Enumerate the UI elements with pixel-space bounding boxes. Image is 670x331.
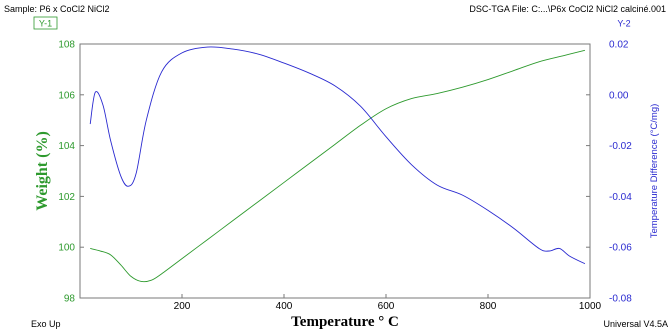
x-tick-label: 200 — [174, 301, 191, 312]
left-axis-label: Weight (%) — [34, 131, 51, 211]
x-tick-label: 800 — [480, 301, 497, 312]
temperature-difference-curve — [89, 46, 586, 265]
left-tick-label: 106 — [58, 90, 75, 101]
right-tick-label: 0.02 — [609, 40, 629, 51]
left-tick-label: 98 — [64, 294, 76, 305]
right-axis-label: Temperature Difference (°C/mg) — [649, 104, 660, 239]
series-group — [89, 46, 586, 283]
left-tick-label: 108 — [58, 40, 75, 51]
software-label: Universal V4.5A — [603, 319, 668, 329]
left-tick-label: 102 — [58, 192, 75, 203]
left-tick-label: 104 — [58, 141, 75, 152]
weight-curve — [90, 49, 586, 283]
exo-up-label: Exo Up — [31, 319, 61, 329]
right-axis-tag: Y-2 — [617, 19, 630, 29]
left-tick-label: 100 — [58, 243, 75, 254]
x-axis-ticks: 200 400 600 800 1000 — [79, 294, 602, 312]
x-tick-label: 1000 — [579, 301, 602, 312]
x-axis-label: Temperature ° C — [291, 314, 399, 330]
right-tick-label: 0.00 — [609, 90, 629, 101]
plot-frame — [79, 43, 591, 299]
left-axis-ticks: 98 100 102 104 106 108 — [58, 40, 84, 305]
x-tick-label: 600 — [378, 301, 395, 312]
right-tick-label: -0.08 — [609, 294, 632, 305]
right-tick-label: -0.02 — [609, 141, 632, 152]
left-axis-tag-box — [33, 16, 58, 30]
file-label: DSC-TGA File: C:...\P6x CoCl2 NiCl2 calc… — [469, 4, 666, 14]
left-axis-tag: Y-1 — [39, 19, 52, 29]
right-tick-label: -0.04 — [609, 192, 632, 203]
sample-label: Sample: P6 x CoCl2 NiCl2 — [4, 4, 110, 14]
right-axis-ticks: -0.08 -0.06 -0.04 -0.02 0.00 0.02 — [586, 40, 632, 305]
x-tick-label: 400 — [276, 301, 293, 312]
right-tick-label: -0.06 — [609, 243, 632, 254]
